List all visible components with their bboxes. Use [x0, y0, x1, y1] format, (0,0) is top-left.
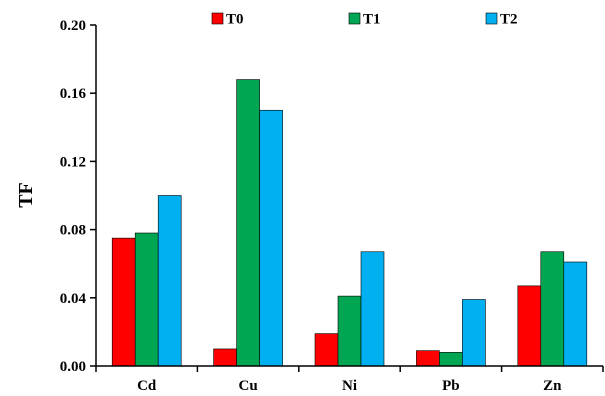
y-tick-label: 0.12	[60, 154, 86, 170]
legend-swatch-t2	[485, 12, 498, 25]
bar-t2-cu	[259, 109, 283, 367]
y-tick-label: 0.04	[60, 291, 87, 307]
legend-label-t1: T1	[363, 12, 381, 28]
legend-swatch-t1	[348, 12, 361, 25]
bar-t1-zn	[540, 251, 565, 367]
bar-t2-pb	[462, 299, 486, 367]
legend-label-t2: T2	[500, 12, 518, 28]
bar-t0-ni	[314, 333, 339, 367]
bar-t2-ni	[360, 251, 385, 367]
x-tick-label-cu: Cu	[239, 378, 258, 394]
y-tick-label: 0.00	[60, 359, 86, 375]
legend-label-t0: T0	[226, 12, 244, 28]
bar-t2-zn	[563, 261, 588, 367]
x-tick-label-pb: Pb	[442, 378, 460, 394]
bars-layer	[111, 79, 588, 367]
bar-t0-cd	[111, 237, 136, 367]
legend-swatch-t0	[211, 12, 224, 25]
y-tick-label: 0.08	[60, 223, 86, 239]
y-tick-label: 0.16	[60, 86, 87, 102]
bar-t1-cd	[134, 232, 159, 367]
labels-layer: 0.00 0.04 0.08 0.12 0.16 0.20 Cd Cu Ni Pb Zn	[60, 18, 562, 394]
bar-t1-pb	[439, 352, 463, 367]
x-tick-label-zn: Zn	[543, 378, 562, 394]
bar-t0-zn	[517, 285, 542, 367]
axes-layer	[90, 24, 604, 372]
legend: T0 T1 T2	[211, 12, 518, 28]
bar-t1-cu	[236, 79, 260, 367]
bar-t0-cu	[213, 348, 237, 367]
bar-t2-cd	[157, 195, 182, 367]
bar-t1-ni	[337, 295, 362, 367]
x-tick-label-cd: Cd	[137, 378, 157, 394]
y-tick-label: 0.20	[60, 18, 86, 34]
x-tick-label-ni: Ni	[342, 378, 357, 394]
bar-t0-pb	[416, 350, 440, 367]
y-axis-title: TF	[15, 182, 37, 208]
